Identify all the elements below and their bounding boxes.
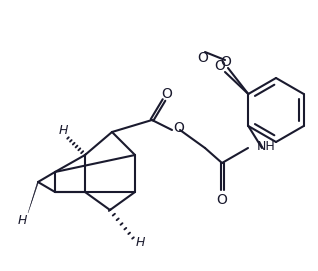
Text: O: O: [162, 87, 172, 101]
Text: O: O: [215, 59, 225, 73]
Text: H: H: [135, 237, 145, 250]
Text: O: O: [197, 51, 208, 65]
Text: H: H: [17, 214, 27, 227]
Text: O: O: [174, 121, 184, 135]
Text: NH: NH: [257, 140, 276, 153]
Polygon shape: [28, 182, 38, 213]
Text: H: H: [58, 124, 68, 137]
Text: O: O: [221, 55, 232, 69]
Text: O: O: [217, 193, 227, 207]
